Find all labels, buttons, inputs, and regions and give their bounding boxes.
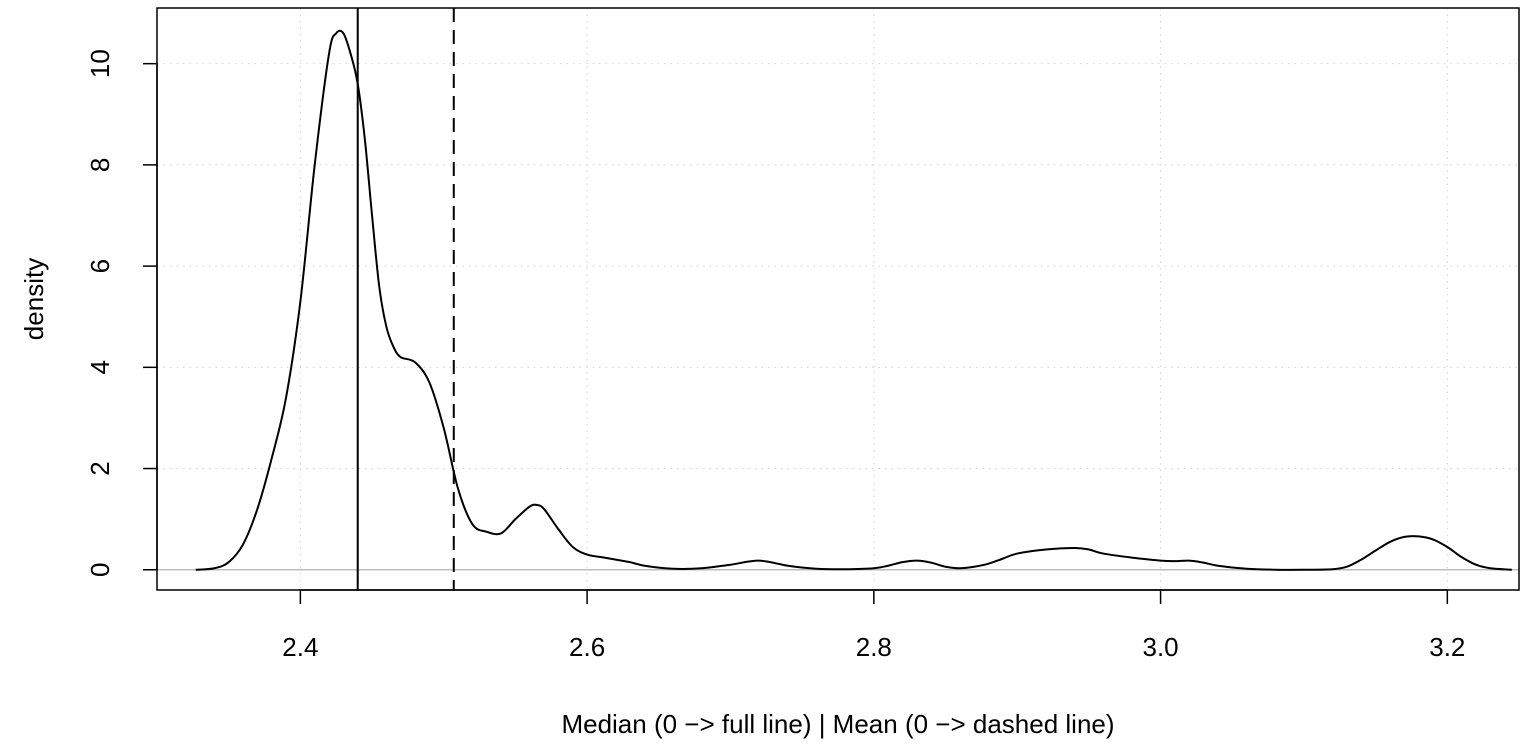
y-tick-label: 0 [85, 563, 115, 577]
y-axis-title: density [19, 258, 49, 340]
y-tick-label: 8 [85, 158, 115, 172]
x-axis: 2.4 2.6 2.8 3.0 3.2 [282, 589, 1465, 662]
x-axis-title: Median (0 −> full line) | Mean (0 −> das… [561, 709, 1114, 739]
reference-lines [356, 8, 455, 590]
x-tick-label: 3.0 [1143, 632, 1179, 662]
grid-lines [157, 8, 1519, 590]
x-tick-label: 2.6 [569, 632, 605, 662]
x-tick-label: 2.4 [282, 632, 318, 662]
y-axis: 0 2 4 6 8 10 [85, 49, 158, 577]
x-tick-label: 3.2 [1429, 632, 1465, 662]
density-curve [195, 29, 1512, 571]
y-tick-label: 10 [85, 49, 115, 78]
y-tick-label: 6 [85, 259, 115, 273]
y-tick-label: 4 [85, 360, 115, 374]
plot-frame [156, 7, 1520, 591]
y-tick-label: 2 [85, 461, 115, 475]
x-tick-label: 2.8 [856, 632, 892, 662]
